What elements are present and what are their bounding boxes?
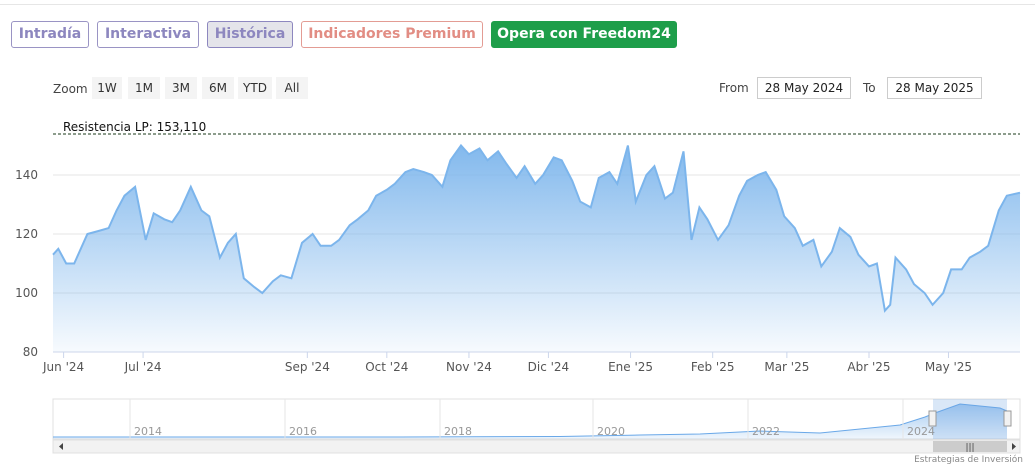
x-tick-label: Feb '25 (691, 360, 735, 374)
resistance-label: Resistencia LP: 153,110 (63, 120, 207, 134)
range-to-input[interactable]: 28 May 2025 (887, 77, 982, 99)
zoom-all-button[interactable]: All (276, 77, 308, 99)
x-tick-label: Jun '24 (42, 360, 84, 374)
price-line (52, 143, 1021, 313)
range-from-input[interactable]: 28 May 2024 (757, 77, 851, 99)
chart-credit: Estrategias de Inversión (914, 455, 1023, 465)
tab-intradia[interactable]: Intradía (11, 21, 89, 48)
zoom-3m-button[interactable]: 3M (165, 77, 197, 99)
x-tick-label: Dic '24 (528, 360, 570, 374)
zoom-ytd-button[interactable]: YTD (238, 77, 272, 99)
navigator-selection[interactable] (933, 399, 1007, 439)
navigator-line (53, 403, 1008, 438)
navigator-year-label: 2016 (289, 425, 317, 438)
y-axis: 80 100 120 140 (15, 168, 38, 359)
y-tick-label: 120 (15, 227, 38, 241)
price-area (53, 145, 1020, 352)
x-tick-label: May '25 (925, 360, 972, 374)
x-tick-label: Sep '24 (285, 360, 330, 374)
navigator-handle-left[interactable] (928, 410, 937, 427)
y-tick-label: 100 (15, 286, 38, 300)
zoom-label: Zoom (53, 82, 88, 96)
range-to-label: To (863, 81, 876, 95)
navigator-year-label: 2022 (752, 425, 780, 438)
freedom24-cta-button[interactable]: Opera con Freedom24 (491, 21, 677, 48)
scrollbar-track[interactable] (52, 439, 1021, 454)
scrollbar-thumb[interactable] (933, 441, 1007, 452)
tab-indicadores-premium[interactable]: Indicadores Premium (301, 21, 483, 48)
scroll-left-icon[interactable] (59, 443, 63, 450)
x-tick-label: Oct '24 (365, 360, 408, 374)
zoom-1w-button[interactable]: 1W (92, 77, 122, 99)
scrollbar-grip-icon: ||| (965, 443, 974, 453)
navigator-handle-right[interactable] (1003, 410, 1012, 427)
x-tick-label: Nov '24 (446, 360, 492, 374)
zoom-6m-button[interactable]: 6M (202, 77, 234, 99)
navigator-area (53, 404, 1007, 439)
y-tick-label: 140 (15, 168, 38, 182)
x-axis: Jun '24 Jul '24 Sep '24 Oct '24 Nov '24 Dic '… (42, 352, 972, 374)
navigator-year-label: 2020 (597, 425, 625, 438)
navigator-year-label: 2018 (444, 425, 472, 438)
scroll-right-icon[interactable] (1012, 443, 1016, 450)
navigator[interactable]: 2014 2016 2018 2020 2022 2024 ||| (52, 398, 1021, 454)
navigator-year-label: 2024 (907, 425, 935, 438)
x-tick-label: Ene '25 (608, 360, 653, 374)
y-tick-label: 80 (23, 345, 38, 359)
x-tick-label: Jul '24 (124, 360, 162, 374)
tab-interactiva[interactable]: Interactiva (97, 21, 199, 48)
zoom-1m-button[interactable]: 1M (128, 77, 160, 99)
x-tick-label: Mar '25 (764, 360, 809, 374)
navigator-year-label: 2014 (134, 425, 162, 438)
top-divider (0, 4, 1035, 5)
range-from-label: From (719, 81, 749, 95)
tab-historica[interactable]: Histórica (207, 21, 293, 48)
x-tick-label: Abr '25 (847, 360, 890, 374)
